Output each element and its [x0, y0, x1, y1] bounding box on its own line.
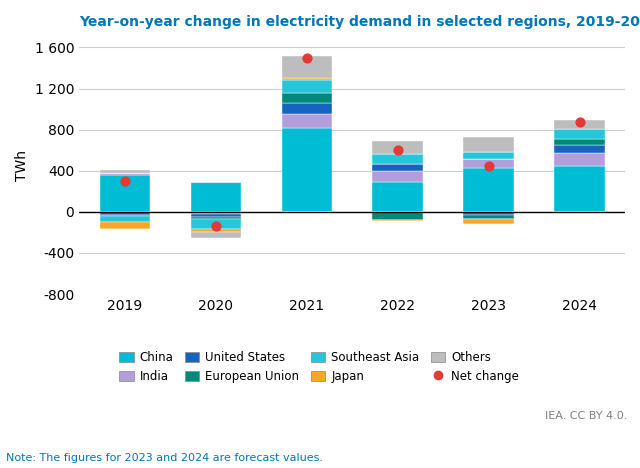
Bar: [99, 215, 150, 216]
Bar: [463, 137, 513, 152]
Point: [574, 119, 584, 126]
Point: [301, 54, 312, 61]
Point: [211, 222, 221, 230]
Bar: [372, 163, 422, 171]
Bar: [282, 80, 332, 93]
Y-axis label: TWh: TWh: [15, 150, 29, 181]
Bar: [282, 93, 332, 103]
Bar: [191, 217, 241, 219]
Bar: [554, 212, 605, 213]
Bar: [372, 182, 422, 212]
Bar: [99, 175, 150, 212]
Bar: [372, 141, 422, 154]
Bar: [99, 170, 150, 173]
Bar: [463, 215, 513, 219]
Bar: [554, 153, 605, 166]
Bar: [282, 78, 332, 80]
Bar: [191, 214, 241, 217]
Bar: [554, 145, 605, 153]
Bar: [99, 216, 150, 222]
Legend: China, India, United States, European Union, Southeast Asia, Japan, Others, Net : China, India, United States, European Un…: [115, 346, 524, 388]
Bar: [463, 168, 513, 212]
Point: [392, 146, 403, 154]
Bar: [191, 219, 241, 229]
Bar: [372, 220, 422, 221]
Bar: [99, 212, 150, 215]
Point: [120, 177, 130, 185]
Bar: [282, 128, 332, 212]
Bar: [191, 182, 241, 212]
Text: Year-on-year change in electricity demand in selected regions, 2019-2024: Year-on-year change in electricity deman…: [79, 15, 640, 29]
Bar: [99, 222, 150, 229]
Bar: [99, 173, 150, 175]
Bar: [554, 120, 605, 129]
Bar: [463, 219, 513, 224]
Bar: [372, 212, 422, 220]
Bar: [372, 171, 422, 182]
Text: IEA. CC BY 4.0.: IEA. CC BY 4.0.: [545, 411, 627, 421]
Bar: [554, 166, 605, 212]
Point: [483, 162, 493, 169]
Bar: [554, 139, 605, 145]
Bar: [463, 152, 513, 160]
Bar: [554, 129, 605, 139]
Bar: [463, 160, 513, 168]
Bar: [372, 154, 422, 163]
Bar: [282, 56, 332, 78]
Bar: [463, 212, 513, 215]
Bar: [191, 212, 241, 214]
Text: Note: The figures for 2023 and 2024 are forecast values.: Note: The figures for 2023 and 2024 are …: [6, 453, 323, 463]
Bar: [282, 103, 332, 114]
Bar: [191, 229, 241, 233]
Bar: [191, 233, 241, 238]
Bar: [282, 114, 332, 128]
